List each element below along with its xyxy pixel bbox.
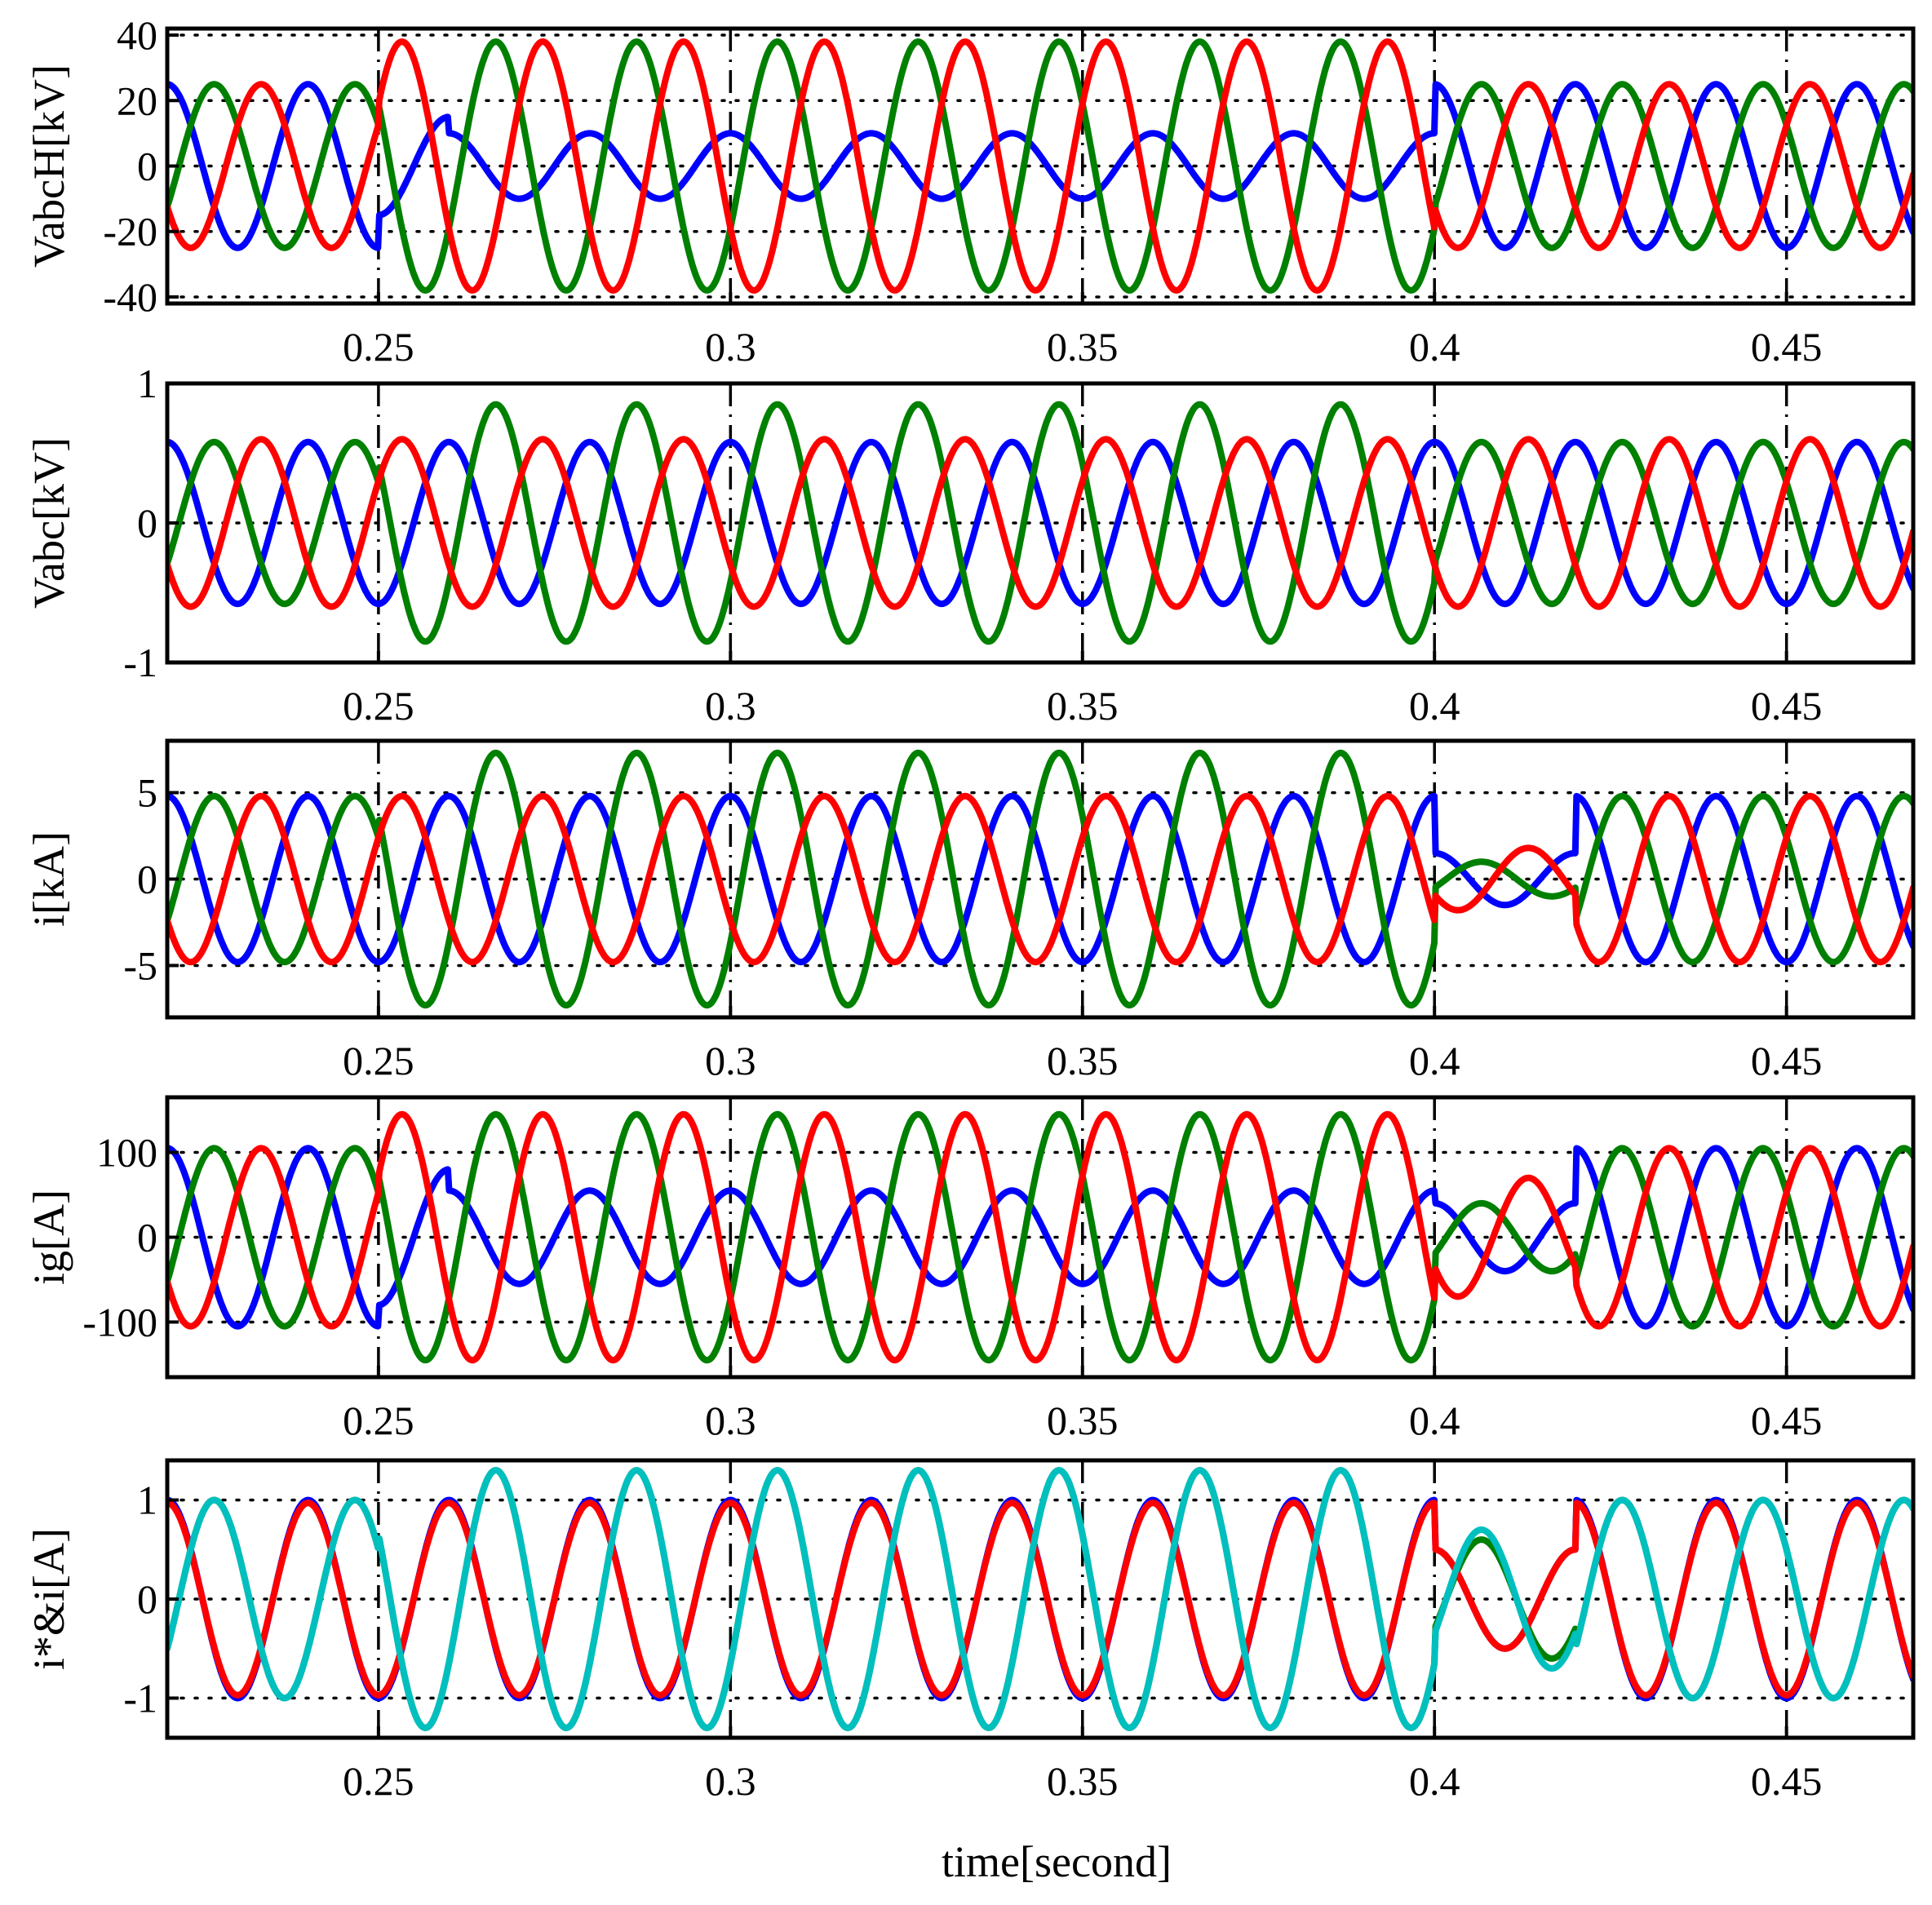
series-line-2 — [167, 401, 1913, 645]
series-line-3 — [167, 1500, 1913, 1699]
x-tick-label: 0.4 — [1409, 1758, 1460, 1804]
x-tick-label: 0.3 — [705, 1038, 756, 1083]
y-tick-label: 0 — [137, 857, 157, 902]
subplot-4: 100 0 -100 0.25 0.3 0.35 0.4 0.45 ig[A] — [24, 1095, 1916, 1443]
series-group — [167, 401, 1913, 645]
y-tick-label: 40 — [117, 12, 157, 58]
x-tick-label: 0.35 — [1047, 683, 1119, 729]
x-tick-label: 0.4 — [1409, 324, 1460, 370]
x-tick-label: 0.45 — [1751, 324, 1823, 370]
y-axis-label: VabcH[kV] — [24, 64, 73, 268]
y-tick-label: 0 — [137, 1215, 157, 1260]
series-line-4 — [167, 1467, 1913, 1731]
x-tick-label: 0.3 — [705, 1758, 756, 1804]
x-tick-label: 0.35 — [1047, 1758, 1119, 1804]
y-tick-label: -1 — [123, 1675, 157, 1721]
series-group — [167, 749, 1913, 1009]
series-line-2 — [167, 749, 1913, 1009]
y-tick-label: 0 — [137, 144, 157, 189]
x-tick-label: 0.45 — [1751, 683, 1823, 729]
subplot-1: 40 20 0 -20 -40 0.25 0.3 0.35 0.4 0.45 VabcH[kV] — [24, 12, 1916, 370]
x-tick-label: 0.4 — [1409, 1398, 1460, 1443]
series-line-3 — [167, 38, 1913, 294]
subplot-2: 1 0 -1 0.25 0.3 0.35 0.4 0.45 Vabc[kV] — [24, 361, 1916, 729]
y-tick-label: 0 — [137, 1576, 157, 1622]
y-tick-label: -20 — [103, 209, 157, 255]
x-tick-label: 0.4 — [1409, 1038, 1460, 1083]
series-group — [167, 1467, 1913, 1731]
y-tick-label: -5 — [123, 942, 157, 988]
x-axis-label: time[second] — [942, 1837, 1172, 1886]
x-tick-label: 0.45 — [1751, 1398, 1823, 1443]
y-tick-label: 0 — [137, 500, 157, 546]
y-tick-label: 20 — [117, 78, 157, 123]
x-tick-label: 0.25 — [343, 1758, 414, 1804]
x-tick-label: 0.3 — [705, 324, 756, 370]
subplot-3: 5 0 -5 0.25 0.3 0.35 0.4 0.45 i[kA] — [24, 738, 1916, 1083]
x-tick-label: 0.25 — [343, 683, 414, 729]
y-tick-label: -100 — [82, 1299, 157, 1345]
series-line-3 — [167, 1110, 1913, 1364]
x-tick-label: 0.3 — [705, 1398, 756, 1443]
y-tick-label: 1 — [137, 1477, 157, 1523]
x-tick-label: 0.4 — [1409, 683, 1460, 729]
series-line-2 — [167, 38, 1913, 294]
y-tick-label: -40 — [103, 274, 157, 320]
x-tick-label: 0.35 — [1047, 1398, 1119, 1443]
series-line-3 — [167, 436, 1913, 610]
x-tick-label: 0.25 — [343, 1038, 414, 1083]
series-group — [167, 1110, 1913, 1364]
y-axis-label: i[kA] — [24, 831, 73, 927]
x-tick-label: 0.3 — [705, 683, 756, 729]
y-axis-label: Vabc[kV] — [24, 437, 73, 609]
x-tick-label: 0.45 — [1751, 1038, 1823, 1083]
y-tick-label: 5 — [137, 770, 157, 816]
y-tick-label: 1 — [137, 361, 157, 406]
y-tick-label: -1 — [123, 640, 157, 685]
x-tick-label: 0.25 — [343, 1398, 414, 1443]
series-line-3 — [167, 792, 1913, 966]
x-tick-label: 0.35 — [1047, 1038, 1119, 1083]
series-group — [167, 38, 1913, 294]
x-tick-label: 0.25 — [343, 324, 414, 370]
y-axis-label: ig[A] — [24, 1190, 73, 1285]
x-tick-label: 0.45 — [1751, 1758, 1823, 1804]
y-axis-label: i*&i[A] — [24, 1528, 73, 1670]
subplot-5: 1 0 -1 0.25 0.3 0.35 0.4 0.45 i*&i[A] — [24, 1458, 1916, 1804]
series-line-2 — [167, 1110, 1913, 1364]
x-tick-label: 0.35 — [1047, 324, 1119, 370]
y-tick-label: 100 — [96, 1130, 157, 1176]
